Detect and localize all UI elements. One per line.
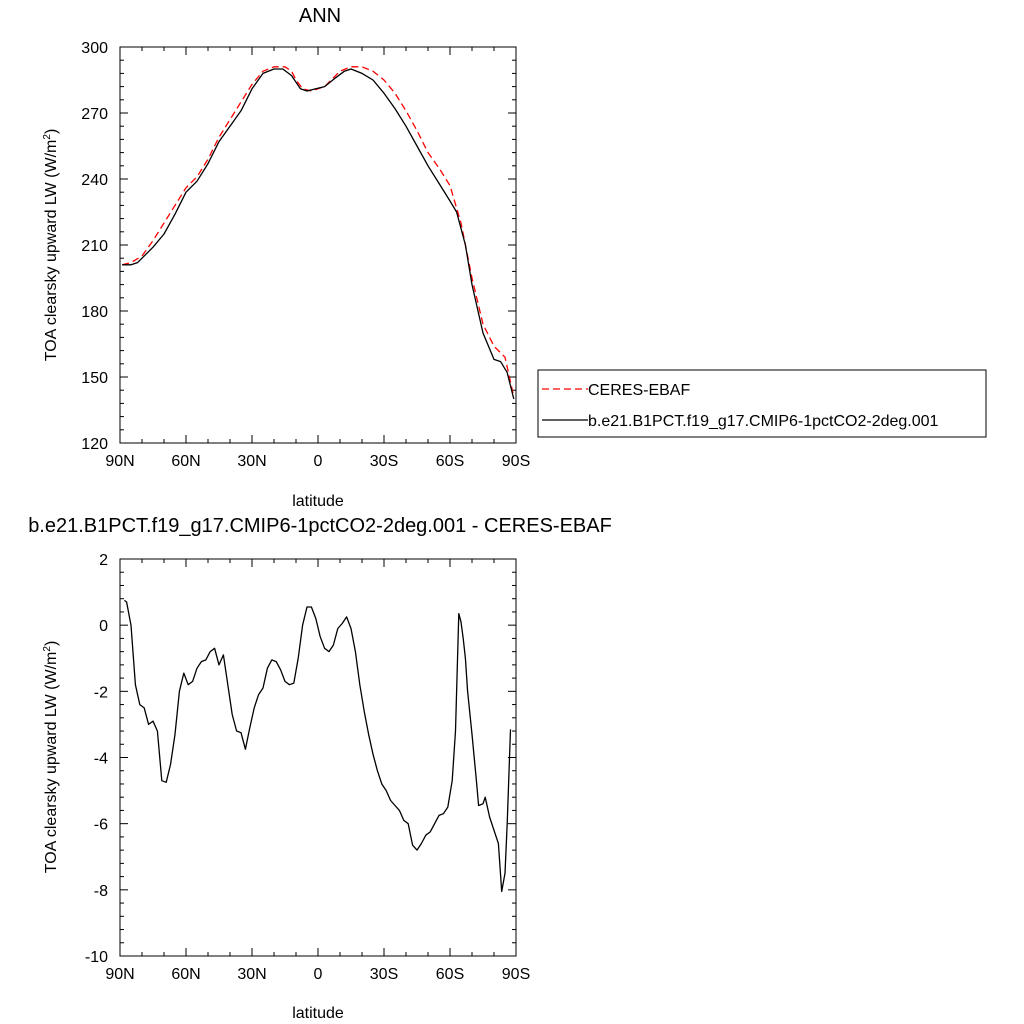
top-y-tick-label: 120 <box>81 436 108 453</box>
bottom-x-tick-label: 90S <box>502 966 530 983</box>
top-axis-ticks: 90N 60N 30N 0 30S 60S 90S 300 270 240 210 180 150 120 <box>81 40 530 470</box>
top-y-tick-label: 300 <box>81 40 108 57</box>
top-x-tick-label: 60S <box>436 453 464 470</box>
bottom-y-axis-label: TOA clearsky upward LW (W/m2) <box>42 641 60 874</box>
bottom-chart-title: b.e21.B1PCT.f19_g17.CMIP6-1pctCO2-2deg.0… <box>28 515 612 537</box>
bottom-x-tick-label: 60S <box>436 966 464 983</box>
bottom-y-tick-label: 0 <box>99 618 108 635</box>
top-y-tick-label: 180 <box>81 304 108 321</box>
bottom-x-tick-label: 30S <box>370 966 398 983</box>
bottom-y-tick-label: 2 <box>99 552 108 569</box>
top-series-line-0 <box>122 66 515 397</box>
bottom-series-line-0 <box>124 599 512 893</box>
bottom-panel: b.e21.B1PCT.f19_g17.CMIP6-1pctCO2-2deg.0… <box>28 515 612 1022</box>
top-x-tick-label: 90N <box>105 453 134 470</box>
bottom-y-tick-label: -6 <box>94 817 108 834</box>
top-y-tick-label: 150 <box>81 370 108 387</box>
bottom-x-axis-label: latitude <box>292 1005 344 1022</box>
legend-model-label: b.e21.B1PCT.f19_g17.CMIP6-1pctCO2-2deg.0… <box>588 413 939 430</box>
bottom-y-tick-label: -2 <box>94 684 108 701</box>
top-y-axis-label-main: TOA clearsky upward LW (W/m <box>43 140 60 362</box>
top-series-line-1 <box>122 68 515 400</box>
top-y-axis-label-close: ) <box>43 129 60 134</box>
bottom-y-axis-label-close: ) <box>43 641 60 646</box>
top-x-tick-label: 30S <box>370 453 398 470</box>
bottom-x-tick-label: 30N <box>237 966 266 983</box>
legend-ceres-label: CERES-EBAF <box>588 382 690 399</box>
bottom-x-tick-label: 60N <box>171 966 200 983</box>
top-x-tick-label: 60N <box>171 453 200 470</box>
bottom-plot-frame <box>119 558 517 957</box>
legend-box <box>537 369 987 438</box>
top-x-tick-label: 30N <box>237 453 266 470</box>
top-x-axis-label: latitude <box>292 493 344 510</box>
legend: CERES-EBAF b.e21.B1PCT.f19_g17.CMIP6-1pc… <box>537 369 987 438</box>
top-y-tick-label: 210 <box>81 238 108 255</box>
top-plot-frame <box>119 46 517 444</box>
bottom-y-tick-label: -4 <box>94 751 108 768</box>
top-series-group <box>122 66 515 400</box>
bottom-x-tick-label: 0 <box>314 966 323 983</box>
bottom-y-tick-label: -8 <box>94 883 108 900</box>
top-chart-title: ANN <box>299 5 341 27</box>
top-x-tick-label: 90S <box>502 453 530 470</box>
top-y-tick-label: 270 <box>81 106 108 123</box>
bottom-x-tick-label: 90N <box>105 966 134 983</box>
top-y-axis-label: TOA clearsky upward LW (W/m2) <box>42 129 60 362</box>
top-panel: ANN 90N 60N 30N 0 30S 60S 90S 300 270 240 210 180 15… <box>42 5 530 510</box>
bottom-y-tick-label: -10 <box>85 949 108 966</box>
bottom-axis-ticks: 90N 60N 30N 0 30S 60S 90S 2 0 -2 -4 -6 -8 -10 <box>85 552 530 983</box>
top-y-axis-label-sup: 2 <box>42 134 53 140</box>
bottom-series-group <box>124 599 512 893</box>
bottom-y-axis-label-sup: 2 <box>42 646 53 652</box>
bottom-y-axis-label-main: TOA clearsky upward LW (W/m <box>43 652 60 874</box>
top-y-tick-label: 240 <box>81 172 108 189</box>
top-x-tick-label: 0 <box>314 453 323 470</box>
